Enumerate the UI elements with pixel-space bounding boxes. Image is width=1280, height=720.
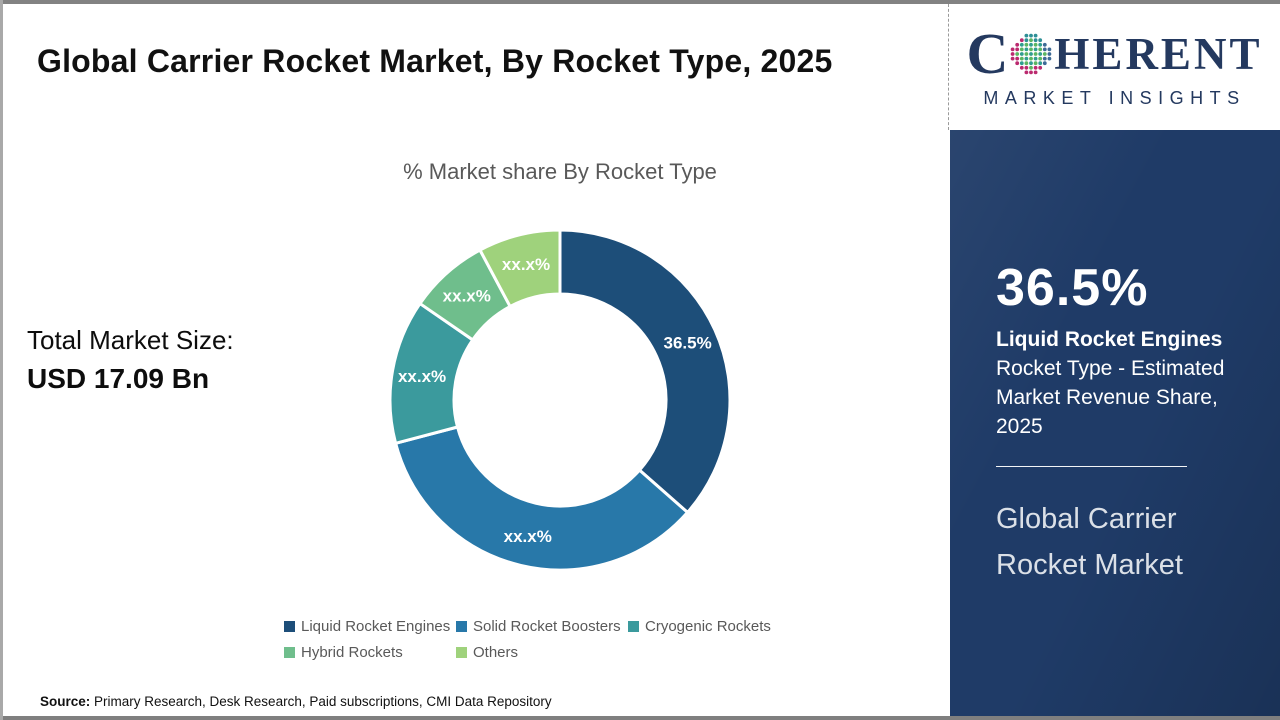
donut-segment-2	[394, 425, 690, 572]
legend-swatch	[284, 647, 295, 658]
stat-segment-name: Liquid Rocket Engines	[996, 328, 1223, 351]
total-market-label: Total Market Size:	[27, 325, 234, 355]
legend-label: Hybrid Rockets	[301, 644, 403, 661]
legend-label: Cryogenic Rockets	[645, 618, 771, 635]
stat-value: 36.5%	[996, 259, 1149, 317]
panel-divider	[996, 466, 1187, 467]
legend-swatch	[456, 647, 467, 658]
donut-segment-label: xx.x%	[443, 287, 491, 306]
page-title: Global Carrier Rocket Market, By Rocket …	[37, 43, 833, 79]
source-text: Primary Research, Desk Research, Paid su…	[90, 694, 552, 709]
legend-label: Liquid Rocket Engines	[301, 618, 451, 635]
frame-border-bottom	[0, 716, 1280, 720]
donut-segment-1	[558, 228, 732, 514]
legend-label: Others	[473, 644, 519, 661]
legend-swatch	[284, 621, 295, 632]
legend-swatch	[628, 621, 639, 632]
logo-letter-c: C	[966, 21, 1009, 86]
legend-item-1: Liquid Rocket Engines	[284, 618, 456, 635]
source-label: Source:	[40, 694, 91, 709]
donut-segment-label: xx.x%	[504, 527, 552, 546]
donut-segment-label: 36.5%	[663, 333, 711, 352]
chart-legend: Liquid Rocket Engines Solid Rocket Booste…	[284, 618, 771, 661]
chart-title: % Market share By Rocket Type	[403, 159, 717, 184]
highlight-panel: 36.5% Liquid Rocket Engines Rocket Type …	[950, 130, 1280, 716]
legend-item-3: Cryogenic Rockets	[628, 618, 771, 635]
globe-dots-icon	[1011, 33, 1052, 75]
frame-border-top	[0, 0, 1280, 4]
brand-logo: C HERENT MARKET INSIGHTS	[949, 4, 1280, 130]
legend-label: Solid Rocket Boosters	[473, 618, 621, 635]
donut-segment-label: xx.x%	[398, 367, 446, 386]
panel-report-title: Global Carrier Rocket Market	[996, 503, 1183, 581]
dashed-divider	[948, 4, 949, 130]
donut-chart: 36.5% xx.x% xx.x% xx.x% xx.x%	[388, 228, 732, 572]
legend-item-4: Hybrid Rockets	[284, 644, 456, 661]
donut-segment-5	[478, 228, 562, 308]
legend-swatch	[456, 621, 467, 632]
source-note: Source: Primary Research, Desk Research,…	[40, 694, 552, 709]
stat-description: Rocket Type - Estimated Market Revenue S…	[996, 357, 1225, 438]
donut-segment-label: xx.x%	[502, 255, 550, 274]
logo-letters-rest: HERENT	[1054, 28, 1263, 79]
brand-logo-word: C HERENT	[967, 25, 1263, 83]
brand-logo-subtitle: MARKET INSIGHTS	[983, 88, 1246, 108]
total-market-value: USD 17.09 Bn	[27, 363, 210, 394]
legend-item-5: Others	[456, 644, 628, 661]
frame-border-left	[0, 0, 3, 720]
legend-item-2: Solid Rocket Boosters	[456, 618, 628, 635]
total-market-size: Total Market Size: USD 17.09 Bn	[27, 325, 234, 395]
